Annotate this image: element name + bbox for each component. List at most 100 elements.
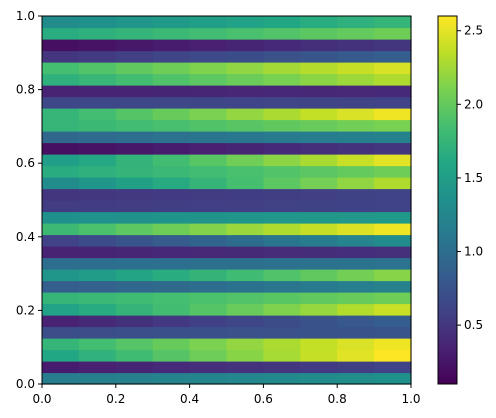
heatmap-cell xyxy=(226,315,264,328)
heatmap-cell xyxy=(337,292,375,305)
heatmap-cell xyxy=(300,200,338,213)
heatmap-cell xyxy=(42,200,80,213)
heatmap-cell xyxy=(42,315,80,328)
heatmap-cell xyxy=(115,349,154,362)
heatmap-cell xyxy=(226,142,264,155)
heatmap-cell xyxy=(189,361,228,374)
heatmap-cell xyxy=(42,154,80,167)
heatmap-cell xyxy=(337,315,375,328)
heatmap-cell xyxy=(300,372,338,385)
heatmap-cell xyxy=(189,223,228,236)
heatmap-cell xyxy=(374,73,412,86)
colorbar-axis: 0.5 1.0 1.5 2.0 2.5 xyxy=(457,24,483,332)
heatmap-cell xyxy=(115,361,154,374)
colorbar xyxy=(438,16,457,384)
heatmap-cell xyxy=(263,349,301,362)
heatmap-cell xyxy=(374,62,412,75)
heatmap-cell xyxy=(152,73,191,86)
heatmap-cell xyxy=(374,372,412,385)
heatmap-cell xyxy=(226,257,264,270)
heatmap-cell xyxy=(78,119,117,132)
heatmap-cell xyxy=(263,211,301,224)
heatmap-cell xyxy=(337,27,375,40)
heatmap-cell xyxy=(42,292,80,305)
heatmap-cell xyxy=(300,131,338,144)
heatmap-cell xyxy=(374,188,412,201)
heatmap-cell xyxy=(337,200,375,213)
heatmap-cell xyxy=(300,303,338,316)
heatmap-cell xyxy=(152,188,191,201)
heatmap-cell xyxy=(226,223,264,236)
heatmap-cell xyxy=(189,85,228,98)
heatmap-cell xyxy=(152,108,191,121)
heatmap-cell xyxy=(226,303,264,316)
heatmap-cell xyxy=(78,269,117,282)
heatmap-cell xyxy=(300,62,338,75)
heatmap-cell xyxy=(78,246,117,259)
heatmap-cell xyxy=(337,257,375,270)
colorbar-tick-label: 1.5 xyxy=(464,171,483,185)
x-tick-label: 0.6 xyxy=(254,392,273,406)
heatmap-cell xyxy=(152,85,191,98)
heatmap-cell xyxy=(189,62,228,75)
heatmap-cell xyxy=(189,315,228,328)
heatmap-cell xyxy=(337,280,375,293)
heatmap-cell xyxy=(337,338,375,351)
heatmap-cell xyxy=(78,200,117,213)
heatmap-cell xyxy=(189,211,228,224)
heatmap-cell xyxy=(337,211,375,224)
heatmap-cell xyxy=(263,246,301,259)
heatmap-cell xyxy=(374,39,412,52)
heatmap-cell xyxy=(78,280,117,293)
heatmap-cell xyxy=(152,62,191,75)
heatmap-cell xyxy=(115,200,154,213)
heatmap-cell xyxy=(337,188,375,201)
colorbar-tick-label: 2.5 xyxy=(464,24,483,38)
heatmap-cell xyxy=(226,246,264,259)
heatmap-cell xyxy=(226,292,264,305)
heatmap-cell xyxy=(42,303,80,316)
heatmap-cell xyxy=(78,338,117,351)
heatmap-cell xyxy=(300,257,338,270)
heatmap-cell xyxy=(226,16,264,29)
heatmap-cell xyxy=(152,50,191,63)
heatmap-cell xyxy=(42,62,80,75)
heatmap-cell xyxy=(374,50,412,63)
heatmap-cell xyxy=(189,16,228,29)
heatmap-cell xyxy=(115,234,154,247)
heatmap-cell xyxy=(115,315,154,328)
heatmap-cell xyxy=(374,315,412,328)
heatmap-cell xyxy=(337,154,375,167)
heatmap-cell xyxy=(189,27,228,40)
heatmap-cell xyxy=(263,280,301,293)
heatmap-cell xyxy=(300,338,338,351)
heatmap-cell xyxy=(337,246,375,259)
heatmap-cell xyxy=(152,315,191,328)
heatmap-cell xyxy=(189,292,228,305)
heatmap-cell xyxy=(263,303,301,316)
heatmap-cell xyxy=(152,154,191,167)
heatmap-cell xyxy=(300,188,338,201)
heatmap-cell xyxy=(263,200,301,213)
heatmap-cell xyxy=(152,338,191,351)
heatmap-cell xyxy=(189,108,228,121)
heatmap-cell xyxy=(42,131,80,144)
heatmap-cell xyxy=(226,349,264,362)
heatmap-cell xyxy=(189,177,228,190)
y-tick-label: 1.0 xyxy=(16,9,35,23)
heatmap-cell xyxy=(189,96,228,109)
heatmap-cell xyxy=(300,292,338,305)
heatmap-cell xyxy=(263,119,301,132)
heatmap-cell xyxy=(189,39,228,52)
heatmap-cell xyxy=(374,165,412,178)
heatmap-cell xyxy=(374,303,412,316)
heatmap-cell xyxy=(300,280,338,293)
heatmap-cell xyxy=(300,154,338,167)
heatmap-cell xyxy=(115,257,154,270)
heatmap-cell xyxy=(374,326,412,339)
heatmap-cell xyxy=(78,372,117,385)
heatmap-cell xyxy=(300,16,338,29)
heatmap-cell xyxy=(115,16,154,29)
heatmap-cell xyxy=(189,142,228,155)
